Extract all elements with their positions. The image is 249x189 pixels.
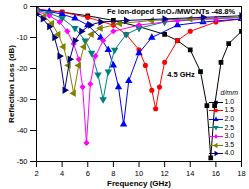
- html-text:1.0: 1.0: [224, 97, 235, 105]
- html-text:4.0: 4.0: [224, 149, 235, 157]
- html-text:3.5: 3.5: [224, 140, 235, 148]
- svg-text:0: 0: [23, 2, 27, 11]
- html-text:d/mm: d/mm: [220, 89, 238, 97]
- svg-text:Frequency (GHz): Frequency (GHz): [107, 179, 171, 188]
- svg-text:10: 10: [135, 169, 143, 178]
- svg-text:2: 2: [34, 169, 38, 178]
- svg-text:4: 4: [60, 169, 64, 178]
- svg-text:18: 18: [237, 169, 245, 178]
- svg-text:-10: -10: [17, 33, 28, 42]
- svg-text:Reflection Loss (dB): Reflection Loss (dB): [7, 45, 16, 123]
- svg-text:4.5 GHz: 4.5 GHz: [167, 70, 195, 79]
- svg-text:16: 16: [212, 169, 220, 178]
- svg-text:-20: -20: [17, 64, 28, 73]
- html-text:3.0: 3.0: [224, 132, 235, 140]
- svg-text:-50: -50: [17, 157, 28, 166]
- svg-text:6: 6: [86, 169, 90, 178]
- svg-text:-40: -40: [17, 126, 28, 135]
- html-text:2.0: 2.0: [224, 115, 235, 122]
- html-text:2.5: 2.5: [224, 123, 235, 131]
- svg-text:12: 12: [160, 169, 168, 178]
- svg-text:14: 14: [186, 169, 194, 178]
- svg-text:-30: -30: [17, 95, 28, 104]
- html-text:1.5: 1.5: [224, 106, 235, 114]
- svg-text:Fe ion-doped SnO₂/MWCNTs -48.8: Fe ion-doped SnO₂/MWCNTs -48.8%: [107, 7, 236, 16]
- svg-text:8: 8: [111, 169, 115, 178]
